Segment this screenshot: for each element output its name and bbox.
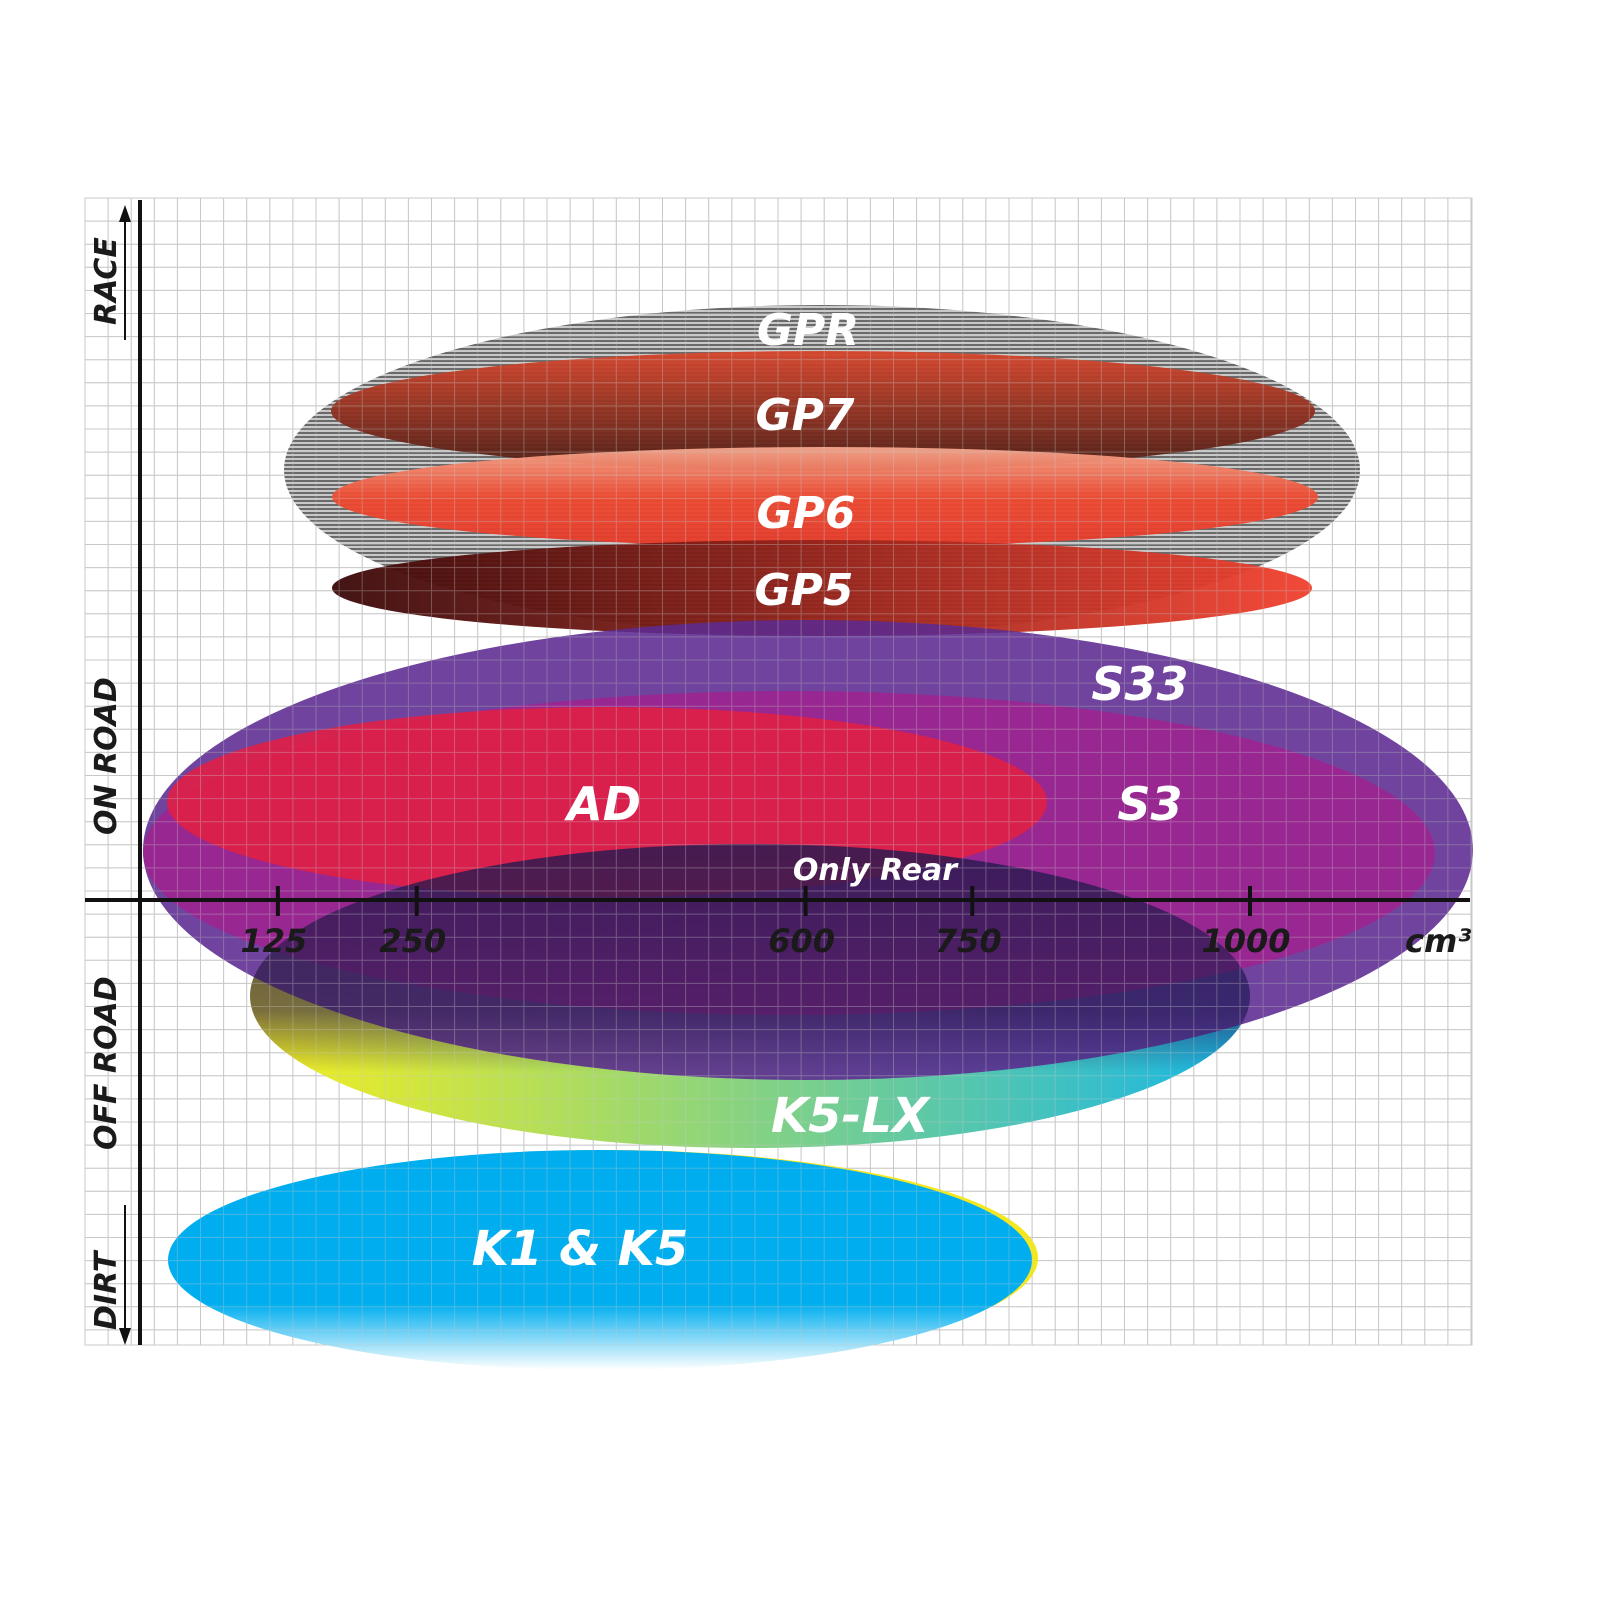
y-label-race: RACE (89, 237, 124, 325)
label-gpr: GPR (757, 305, 859, 356)
label-k1k5: K1 & K5 (472, 1221, 688, 1277)
label-gp7: GP7 (756, 390, 855, 441)
x-unit-label: cm³ (1405, 922, 1471, 960)
x-tick-label-125: 125 (240, 922, 307, 960)
label-gp5: GP5 (755, 565, 854, 616)
dirt-arrow-icon (119, 1205, 131, 1345)
label-ad: AD (564, 777, 641, 831)
label-only-rear: Only Rear (793, 853, 959, 888)
y-label-on-road: ON ROAD (89, 677, 124, 835)
gp7-ellipse (331, 351, 1315, 471)
gp5-ellipse (332, 540, 1312, 636)
x-tick-label-750: 750 (935, 922, 1002, 960)
label-s33: S33 (1091, 657, 1188, 711)
x-tick-label-1000: 1000 (1201, 922, 1290, 960)
label-gp6: GP6 (757, 488, 856, 539)
x-tick-label-250: 250 (379, 922, 446, 960)
k1k5-ellipse (168, 1150, 1032, 1370)
label-s3: S3 (1117, 777, 1182, 831)
y-label-off-road: OFF ROAD (89, 976, 124, 1150)
grid-overlay (84, 197, 1473, 1346)
only-rear-overlay (250, 844, 1250, 1148)
race-arrow-icon (119, 205, 131, 340)
y-label-dirt: DIRT (89, 1249, 124, 1330)
label-k5lx: K5-LX (771, 1088, 931, 1144)
gp6-ellipse (332, 447, 1318, 547)
x-tick-label-600: 600 (768, 922, 835, 960)
